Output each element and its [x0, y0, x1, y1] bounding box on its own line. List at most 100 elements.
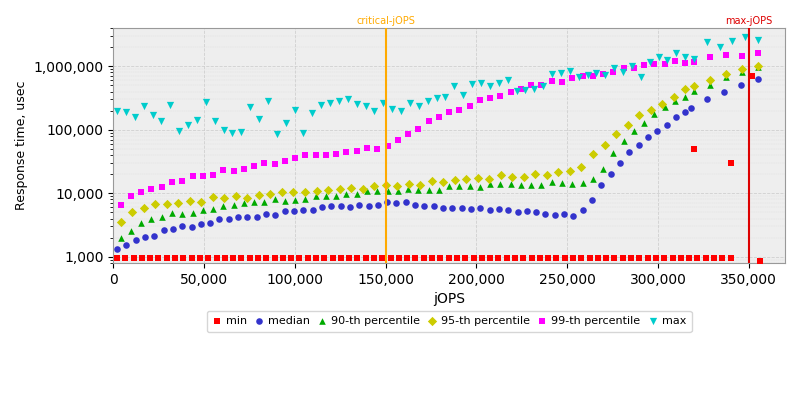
median: [409, 202, 422, 209]
median: [548, 212, 561, 218]
min: [459, 255, 472, 261]
min: [110, 255, 123, 261]
min: [616, 255, 629, 261]
median: [269, 212, 282, 218]
99-th percentile: [669, 58, 682, 64]
median: [148, 233, 161, 240]
median: [418, 202, 430, 209]
min: [500, 255, 513, 261]
max: [138, 103, 150, 110]
max: [359, 103, 372, 109]
90-th percentile: [125, 228, 138, 234]
min: [160, 255, 173, 261]
min: [688, 146, 701, 152]
max: [333, 98, 346, 104]
median: [138, 234, 151, 240]
max: [537, 83, 550, 90]
median: [176, 223, 189, 230]
99-th percentile: [474, 96, 486, 103]
min: [434, 255, 446, 261]
min: [127, 255, 140, 261]
95-th percentile: [494, 172, 507, 178]
min: [724, 160, 737, 166]
max: [738, 34, 751, 40]
max: [262, 98, 274, 104]
median: [130, 237, 142, 243]
median: [278, 208, 291, 214]
max: [208, 118, 221, 124]
90-th percentile: [484, 181, 497, 187]
95-th percentile: [704, 77, 717, 83]
min: [359, 255, 372, 261]
median: [250, 214, 263, 220]
99-th percentile: [484, 95, 497, 102]
median: [539, 211, 552, 217]
90-th percentile: [166, 210, 178, 216]
median: [334, 203, 347, 209]
max: [572, 73, 585, 80]
median: [511, 209, 524, 215]
median: [660, 122, 673, 128]
max: [164, 102, 177, 108]
99-th percentile: [638, 62, 650, 68]
max: [279, 120, 292, 126]
median: [325, 203, 338, 210]
90-th percentile: [134, 220, 147, 226]
90-th percentile: [412, 186, 425, 193]
90-th percentile: [607, 150, 620, 156]
min: [277, 255, 290, 261]
median: [204, 220, 217, 226]
99-th percentile: [607, 68, 620, 75]
90-th percentile: [299, 196, 312, 202]
max: [403, 100, 416, 106]
min: [691, 255, 704, 261]
min: [152, 255, 165, 261]
99-th percentile: [751, 50, 764, 56]
median: [390, 200, 403, 206]
max: [430, 95, 443, 101]
min: [583, 255, 596, 261]
99-th percentile: [227, 168, 240, 174]
90-th percentile: [268, 196, 281, 202]
max: [652, 53, 665, 60]
max: [590, 70, 602, 77]
95-th percentile: [114, 218, 127, 225]
90-th percentile: [556, 180, 569, 186]
median: [483, 206, 496, 213]
min: [144, 255, 157, 261]
min: [492, 255, 505, 261]
99-th percentile: [402, 131, 414, 137]
max: [554, 69, 567, 76]
99-th percentile: [176, 178, 189, 184]
90-th percentile: [402, 186, 414, 192]
95-th percentile: [518, 174, 530, 180]
max: [483, 82, 496, 89]
max: [110, 107, 123, 114]
max: [678, 54, 691, 60]
95-th percentile: [575, 164, 588, 170]
99-th percentile: [597, 71, 610, 78]
min: [666, 255, 679, 261]
median: [684, 105, 697, 112]
min: [226, 255, 239, 261]
max: [288, 107, 301, 114]
90-th percentile: [442, 183, 455, 189]
median: [642, 134, 654, 140]
max: [386, 106, 398, 112]
99-th percentile: [319, 152, 332, 158]
90-th percentile: [648, 111, 661, 117]
median: [194, 221, 207, 227]
95-th percentile: [390, 183, 403, 190]
min: [716, 255, 729, 261]
median: [595, 182, 608, 188]
90-th percentile: [504, 181, 517, 187]
min: [384, 255, 397, 261]
max: [563, 68, 576, 74]
median: [120, 242, 133, 249]
min: [509, 255, 522, 261]
max: [422, 98, 434, 105]
99-th percentile: [525, 82, 538, 88]
min: [177, 255, 190, 261]
99-th percentile: [166, 178, 178, 185]
min: [591, 255, 604, 261]
